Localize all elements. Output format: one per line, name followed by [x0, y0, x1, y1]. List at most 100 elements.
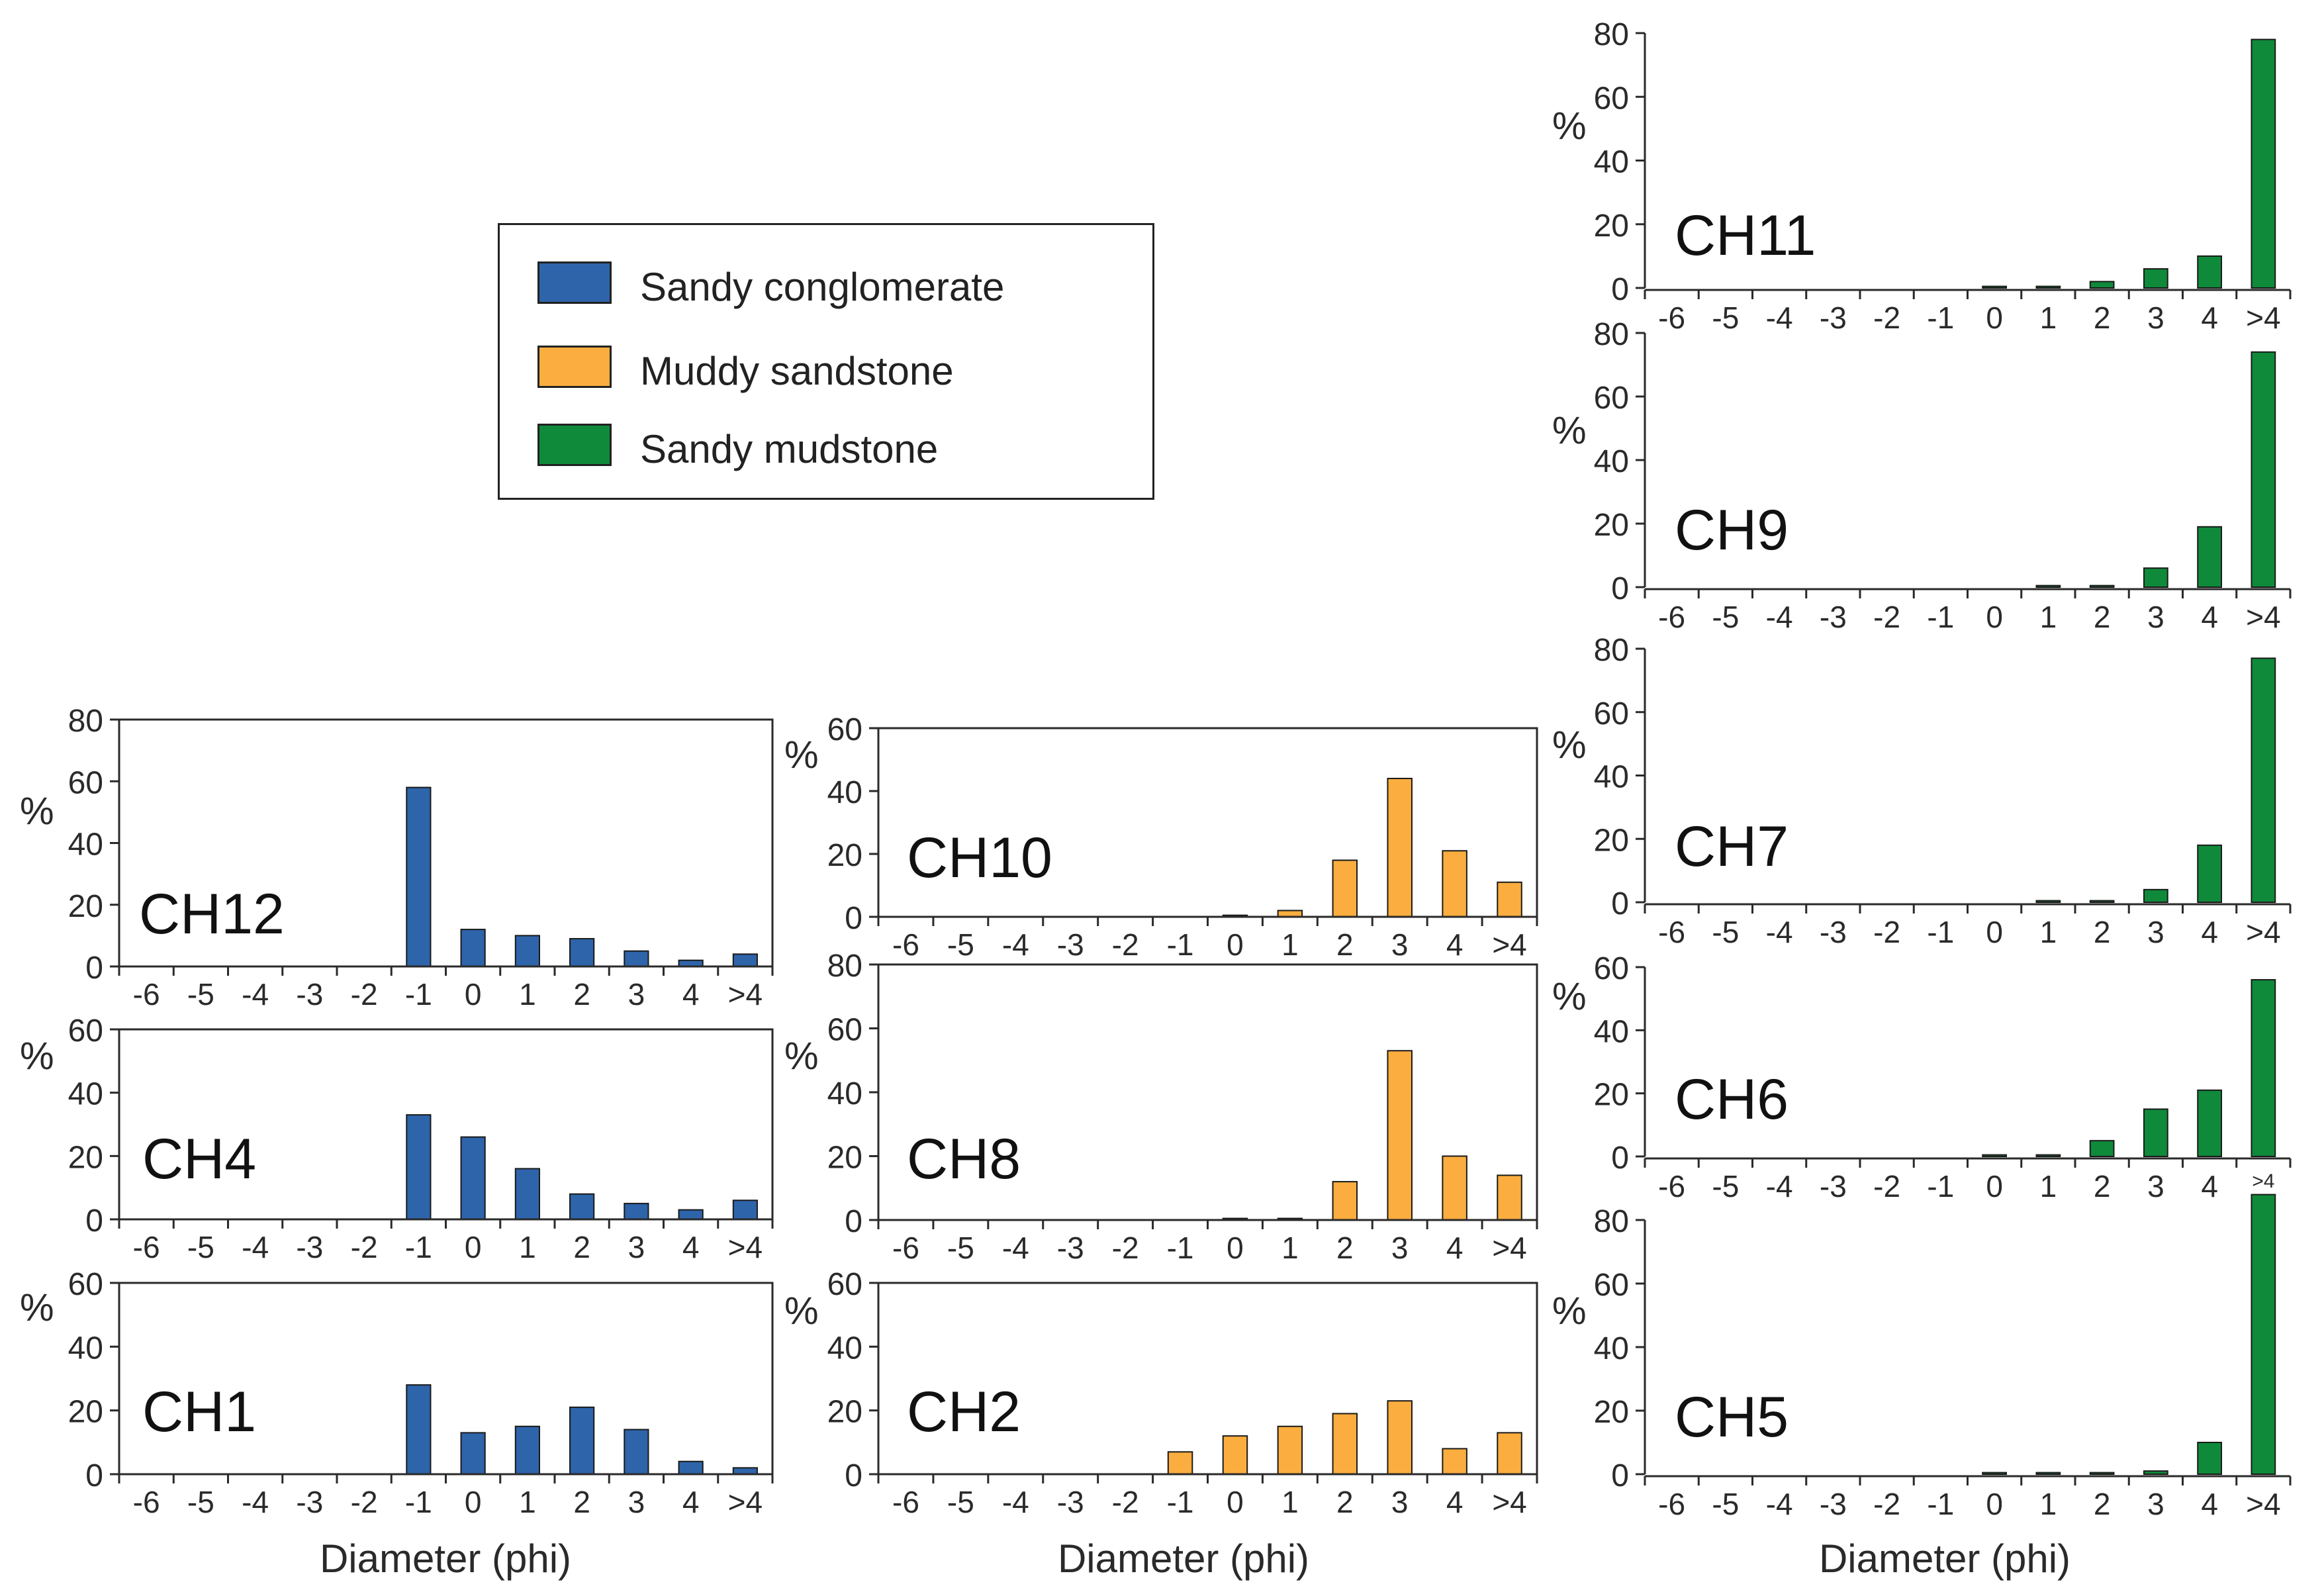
bar [678, 1460, 704, 1476]
x-tick-label: >4 [728, 977, 763, 1011]
x-tick-label: -3 [1057, 927, 1084, 962]
x-tick-label: -5 [947, 1231, 974, 1265]
x-tick-label: 1 [2040, 600, 2057, 634]
x-tick-label: -1 [1167, 1485, 1194, 1519]
bar [569, 1193, 595, 1220]
x-tick-label: -2 [1873, 1487, 1900, 1521]
y-tick-label: 40 [1594, 145, 1629, 180]
panel-title: CH9 [1675, 498, 1789, 562]
bar [1982, 1154, 2007, 1158]
y-tick-label: 0 [1611, 886, 1629, 921]
bar [1982, 285, 2007, 289]
y-axis-label: % [1552, 1290, 1587, 1333]
y-tick-label: 20 [68, 1140, 103, 1175]
bar [1332, 859, 1358, 917]
panel-title: CH1 [142, 1380, 256, 1444]
chart-ch8: 0 20 40 60 80 -6 -5 -4 -3 -2 -1 0 1 2 3 4 >4 CH8% [784, 949, 1538, 1265]
bar [514, 935, 540, 967]
y-tick-label: 0 [1611, 571, 1629, 606]
x-tick-label: 1 [519, 1230, 536, 1264]
bar [2143, 1470, 2168, 1475]
x-axis-title: Diameter (phi) [1058, 1536, 1309, 1581]
x-tick-label: -2 [1873, 301, 1900, 335]
y-axis-label: % [784, 1290, 819, 1333]
panel-title: CH5 [1675, 1385, 1789, 1449]
y-tick-label: 20 [827, 838, 862, 873]
bar [460, 1136, 486, 1220]
y-axis-label: % [1552, 105, 1587, 148]
x-tick-label: 3 [1391, 927, 1409, 962]
bar [569, 1406, 595, 1476]
y-axis-label: % [20, 1286, 54, 1329]
x-tick-label: 1 [519, 1485, 536, 1519]
x-tick-label: >4 [2252, 1170, 2274, 1192]
y-tick-label: 60 [1594, 381, 1629, 416]
x-tick-label: 1 [519, 977, 536, 1011]
x-tick-label: 3 [628, 1485, 645, 1519]
x-tick-label: -2 [351, 1485, 378, 1519]
x-tick-label: >4 [1492, 1231, 1526, 1265]
x-tick-label: 4 [2201, 600, 2218, 634]
chart-ch4: 0 20 40 60 -6 -5 -4 -3 -2 -1 0 1 2 3 4 >4 CH4% [20, 1013, 774, 1264]
bar [2035, 1472, 2061, 1476]
x-tick-label: -4 [1002, 1485, 1029, 1519]
x-tick-label: 4 [1446, 1231, 1464, 1265]
bar [2251, 38, 2276, 289]
x-tick-label: -6 [1658, 600, 1685, 634]
x-tick-label: -2 [1112, 1231, 1139, 1265]
bar [514, 1425, 540, 1475]
x-tick-label: -5 [1712, 600, 1739, 634]
x-tick-label: -5 [1712, 1487, 1739, 1521]
chart-ch7: 0 20 40 60 80 -6 -5 -4 -3 -2 -1 0 1 2 3 4 >4 CH7% [1552, 633, 2292, 949]
x-tick-label: >4 [2246, 915, 2280, 949]
x-tick-label: 3 [2147, 1487, 2164, 1521]
x-tick-label: 0 [1986, 301, 2003, 335]
y-tick-label: 40 [1594, 444, 1629, 479]
x-tick-label: -4 [1766, 1487, 1793, 1521]
bar [732, 1199, 758, 1221]
x-tick-label: -4 [242, 977, 269, 1011]
x-tick-label: 3 [2147, 1169, 2164, 1203]
x-tick-label: >4 [2246, 1487, 2280, 1521]
x-tick-label: -3 [296, 1230, 323, 1264]
x-tick-label: -5 [947, 927, 974, 962]
x-tick-label: 0 [1986, 1169, 2003, 1203]
x-tick-label: -5 [1712, 1169, 1739, 1203]
x-tick-label: -3 [1057, 1231, 1084, 1265]
bar [2035, 585, 2061, 588]
panel-title: CH2 [907, 1380, 1021, 1444]
legend-swatch-sandy-mudstone [537, 424, 612, 466]
x-tick-label: -1 [1167, 1231, 1194, 1265]
x-tick-label: 0 [465, 1230, 482, 1264]
x-tick-label: -5 [187, 977, 214, 1011]
y-tick-label: 40 [68, 1077, 103, 1112]
y-tick-label: 40 [1594, 1331, 1629, 1366]
y-tick-label: 60 [827, 1267, 862, 1302]
bar [460, 929, 486, 968]
x-tick-label: 1 [2040, 1487, 2057, 1521]
y-tick-label: 40 [827, 1331, 862, 1366]
x-tick-label: -2 [1873, 600, 1900, 634]
panel-title: CH4 [142, 1127, 256, 1191]
x-tick-label: -6 [892, 1485, 919, 1519]
x-tick-label: >4 [728, 1230, 763, 1264]
x-tick-label: -1 [1927, 915, 1954, 949]
panel-title: CH11 [1675, 204, 1816, 267]
x-tick-label: 4 [1446, 1485, 1464, 1519]
x-tick-label: >4 [2246, 301, 2280, 335]
x-tick-label: -2 [1112, 1485, 1139, 1519]
x-tick-label: -4 [1766, 600, 1793, 634]
x-tick-label: 1 [2040, 301, 2057, 335]
x-tick-label: -1 [405, 1485, 432, 1519]
x-tick-label: 0 [1986, 915, 2003, 949]
bar [624, 950, 649, 967]
y-tick-label: 60 [1594, 81, 1629, 116]
y-tick-label: 80 [827, 949, 862, 984]
y-tick-label: 20 [827, 1141, 862, 1176]
x-tick-label: 2 [2094, 915, 2111, 949]
y-tick-label: 60 [68, 765, 103, 800]
x-tick-label: 3 [2147, 600, 2164, 634]
x-tick-label: -1 [405, 977, 432, 1011]
x-tick-label: -1 [1927, 301, 1954, 335]
